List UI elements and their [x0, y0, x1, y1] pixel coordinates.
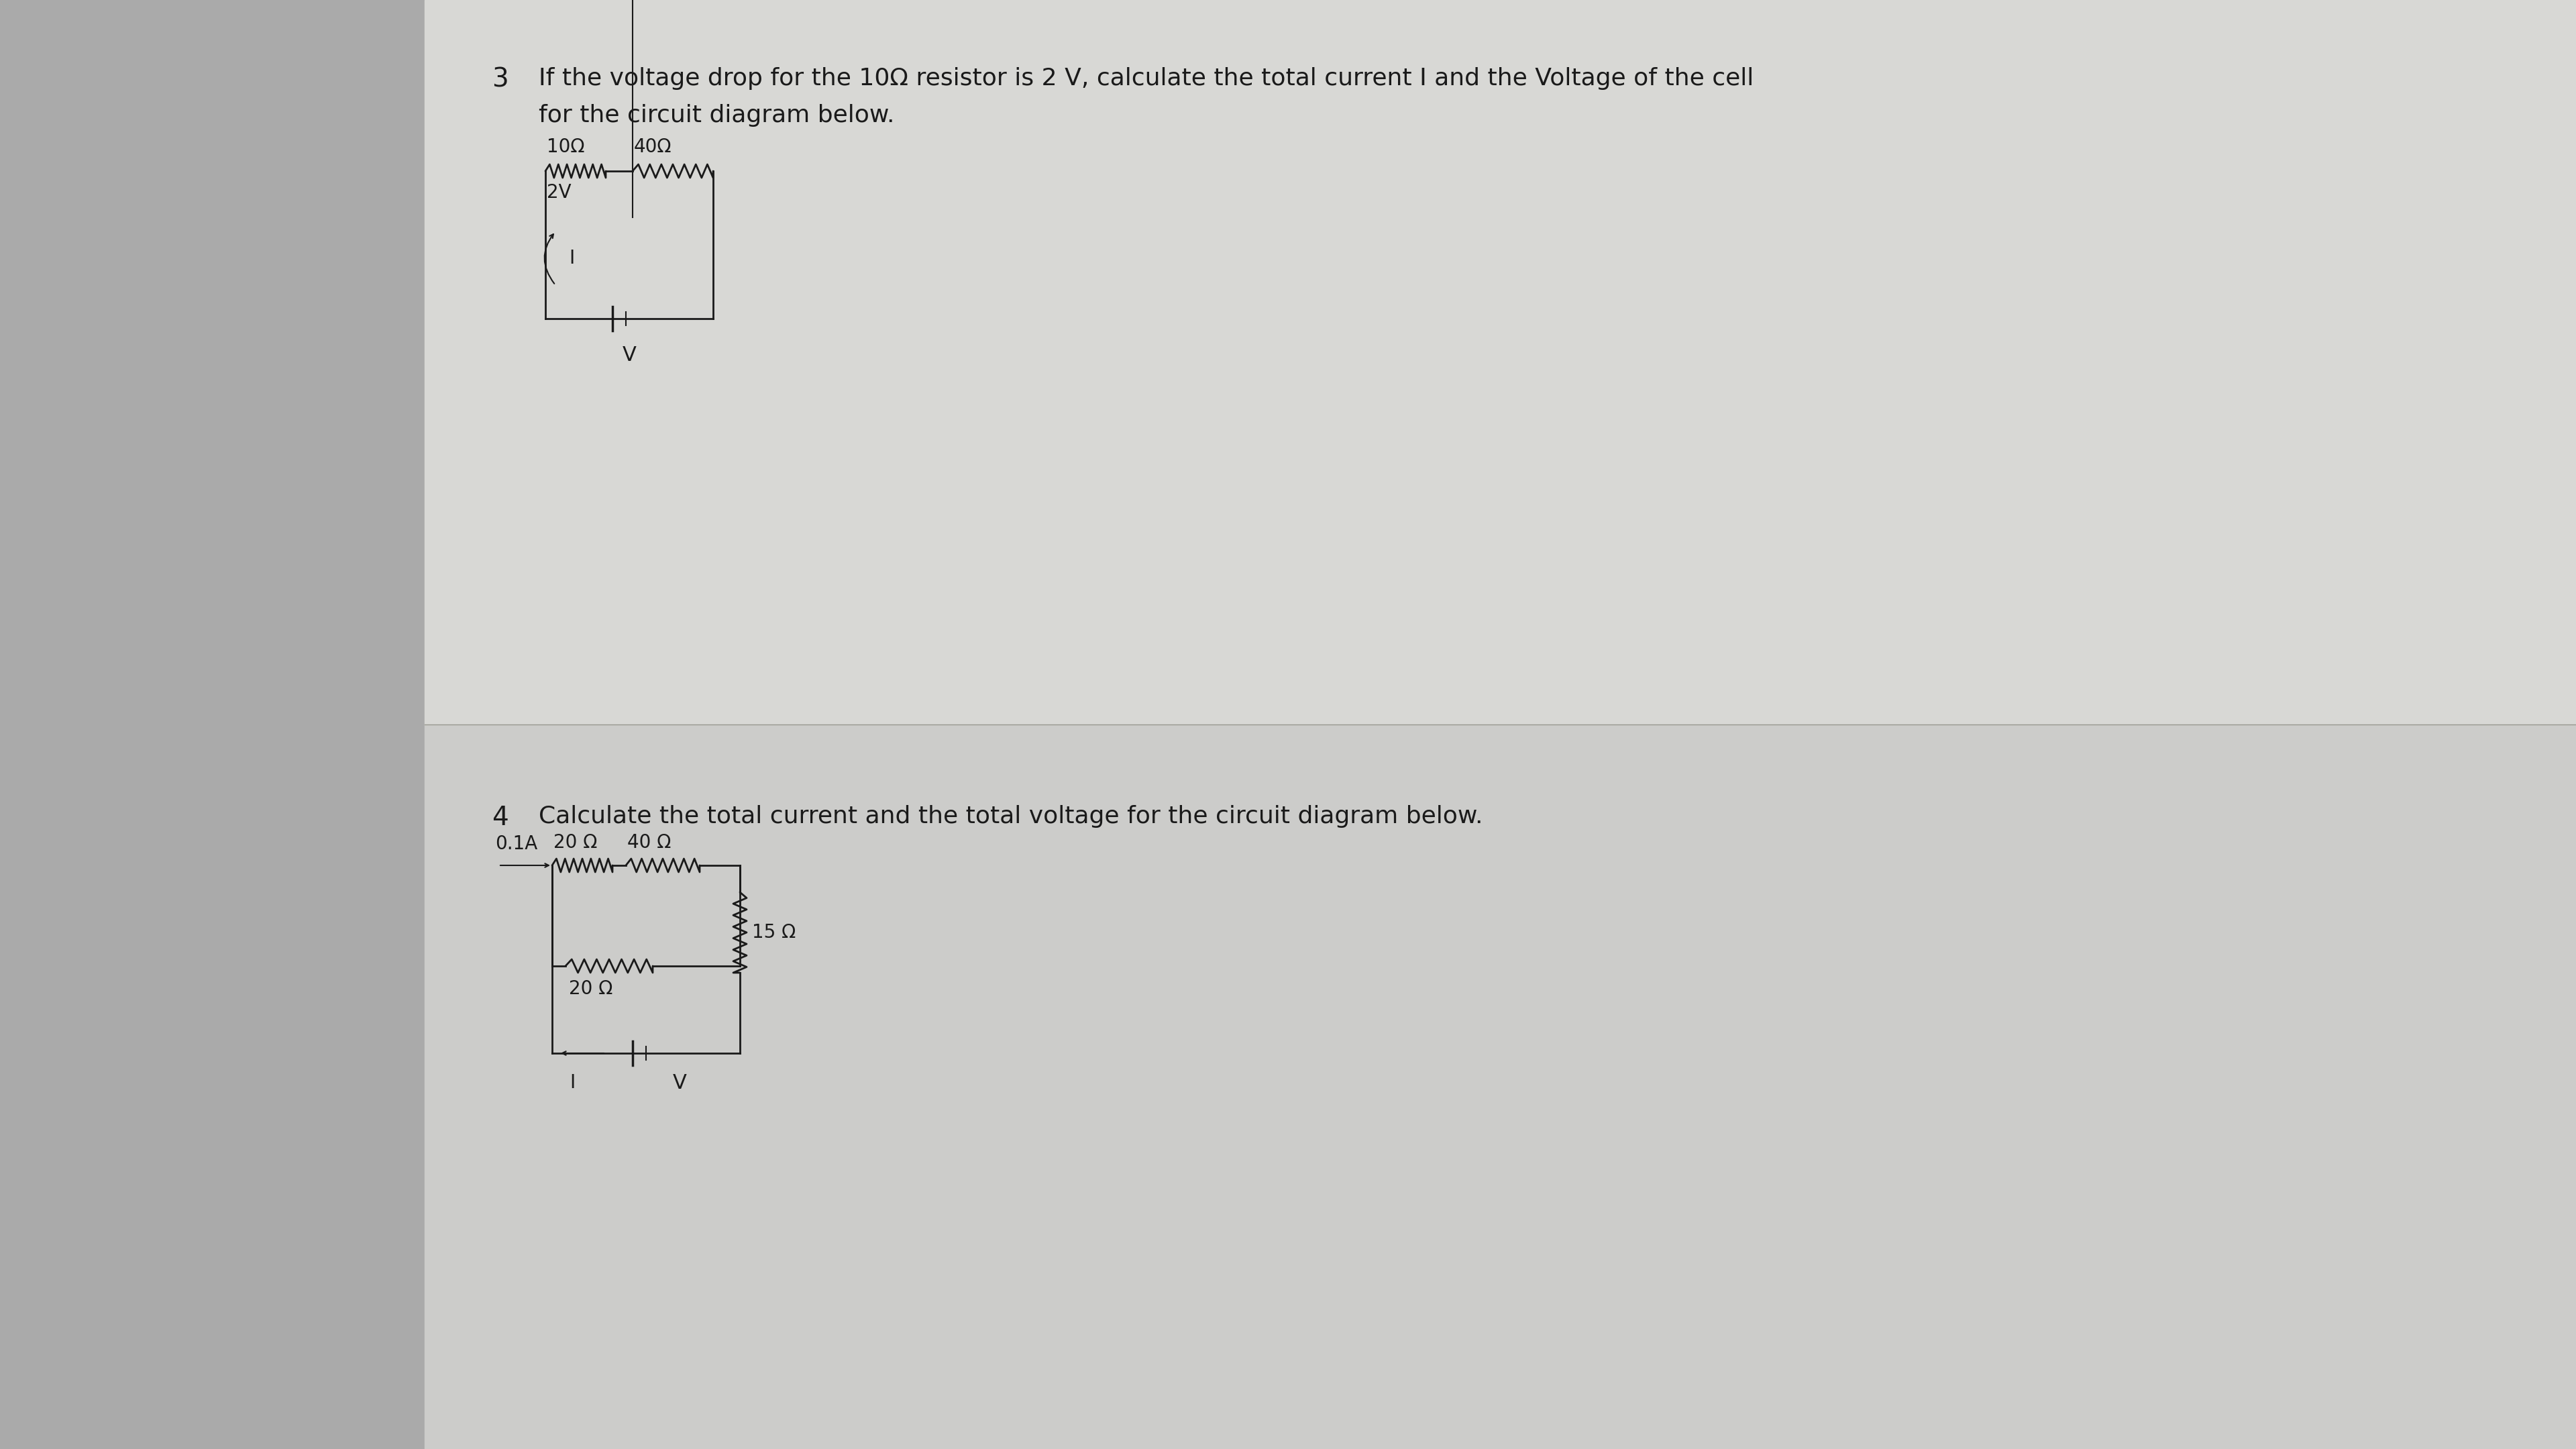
Text: 10Ω: 10Ω — [546, 138, 585, 156]
Bar — [425, 0, 2576, 724]
Text: I: I — [569, 1074, 574, 1093]
Text: I: I — [569, 249, 574, 268]
Text: 3: 3 — [492, 67, 507, 93]
Text: 0.1A: 0.1A — [495, 835, 538, 853]
Text: 2V: 2V — [546, 183, 572, 201]
Text: V: V — [623, 345, 636, 365]
Text: V: V — [672, 1074, 688, 1093]
Text: 4: 4 — [492, 806, 507, 830]
Bar — [425, 724, 2576, 1449]
Text: 15 Ω: 15 Ω — [752, 923, 796, 942]
Text: 20 Ω: 20 Ω — [554, 833, 598, 852]
Text: 20 Ω: 20 Ω — [569, 980, 613, 998]
Bar — [0, 0, 425, 1449]
Text: Calculate the total current and the total voltage for the circuit diagram below.: Calculate the total current and the tota… — [538, 806, 1484, 827]
Text: for the circuit diagram below.: for the circuit diagram below. — [538, 104, 894, 126]
Text: 40 Ω: 40 Ω — [626, 833, 672, 852]
Text: 40Ω: 40Ω — [634, 138, 672, 156]
Text: If the voltage drop for the 10Ω resistor is 2 V, calculate the total current I a: If the voltage drop for the 10Ω resistor… — [538, 67, 1754, 90]
